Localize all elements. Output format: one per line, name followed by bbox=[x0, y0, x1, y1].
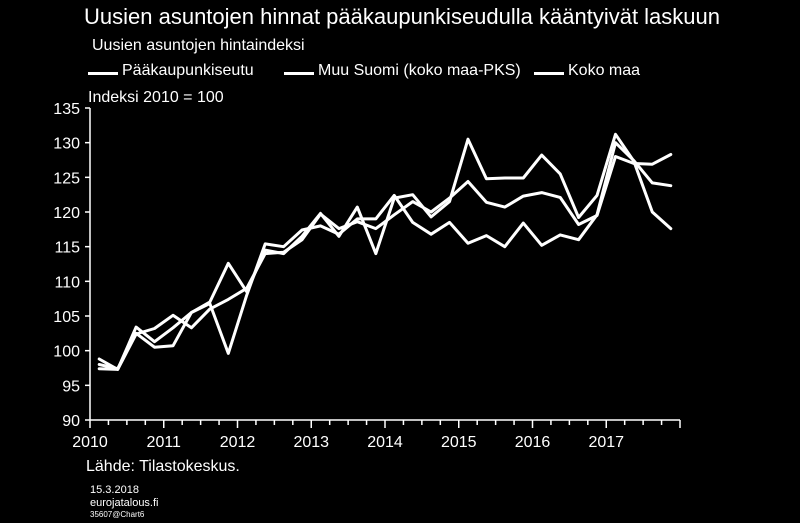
y-tick-label-90: 90 bbox=[62, 413, 80, 430]
x-tick-label-2012: 2012 bbox=[220, 434, 256, 451]
y-tick-label-130: 130 bbox=[53, 136, 80, 153]
x-tick-label-2014: 2014 bbox=[367, 434, 403, 451]
footer-site: eurojatalous.fi bbox=[90, 497, 159, 509]
x-tick-label-2013: 2013 bbox=[293, 434, 329, 451]
x-tick-label-2010: 2010 bbox=[72, 434, 108, 451]
y-tick-label-110: 110 bbox=[54, 274, 80, 291]
x-tick-label-2015: 2015 bbox=[441, 434, 477, 451]
chart-title: Uusien asuntojen hinnat pääkaupunkiseudu… bbox=[84, 4, 721, 29]
y-tick-label-135: 135 bbox=[53, 101, 80, 118]
legend-swatch-pks bbox=[88, 72, 118, 75]
y-tick-label-115: 115 bbox=[54, 240, 80, 257]
y-tick-label-125: 125 bbox=[53, 170, 80, 187]
y-tick-label-100: 100 bbox=[53, 344, 80, 361]
x-tick-label-2017: 2017 bbox=[588, 434, 624, 451]
x-tick-label-2011: 2011 bbox=[147, 434, 182, 451]
source-note: Lähde: Tilastokeskus. bbox=[86, 458, 240, 475]
x-tick-label-2016: 2016 bbox=[515, 434, 551, 451]
legend-swatch-koko-maa bbox=[534, 72, 564, 75]
footer-code: 35607@Chart6 bbox=[90, 510, 145, 519]
series-line-3 bbox=[97, 153, 673, 371]
legend-label-pks: Pääkaupunkiseutu bbox=[122, 62, 254, 79]
chart-subtitle: Uusien asuntojen hintaindeksi bbox=[92, 37, 305, 54]
legend-swatch-muu-suomi bbox=[284, 72, 314, 75]
y-tick-label-95: 95 bbox=[62, 378, 80, 395]
legend-label-muu-suomi: Muu Suomi (koko maa-PKS) bbox=[318, 62, 521, 79]
series-line-2 bbox=[97, 141, 673, 371]
footer-date: 15.3.2018 bbox=[90, 484, 139, 496]
series-line-1 bbox=[97, 132, 673, 371]
y-tick-label-105: 105 bbox=[53, 309, 80, 326]
legend-label-koko-maa: Koko maa bbox=[568, 62, 641, 79]
index-base-note: Indeksi 2010 = 100 bbox=[88, 89, 224, 106]
y-tick-label-120: 120 bbox=[53, 205, 80, 222]
